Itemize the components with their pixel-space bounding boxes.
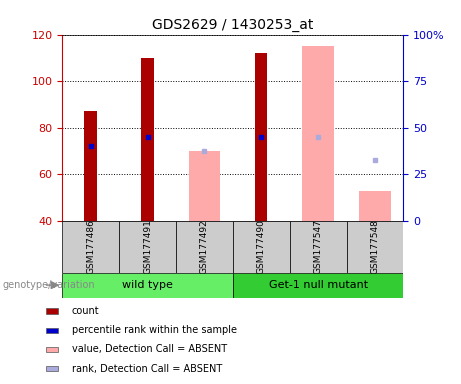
Bar [141, 58, 154, 221]
Bar [119, 221, 176, 273]
Bar [233, 221, 290, 273]
Text: Get-1 null mutant: Get-1 null mutant [268, 280, 368, 290]
Text: wild type: wild type [122, 280, 173, 290]
Text: GSM177490: GSM177490 [257, 219, 266, 274]
Bar [233, 273, 403, 298]
Text: GSM177492: GSM177492 [200, 219, 209, 274]
Bar [47, 347, 58, 352]
Bar [255, 53, 267, 221]
Bar [290, 221, 347, 273]
Text: GSM177486: GSM177486 [86, 219, 95, 274]
Text: percentile rank within the sample: percentile rank within the sample [72, 325, 237, 335]
Text: count: count [72, 306, 100, 316]
Bar [302, 46, 334, 221]
Bar [47, 308, 58, 314]
Text: value, Detection Call = ABSENT: value, Detection Call = ABSENT [72, 344, 227, 354]
Bar [47, 366, 58, 371]
Bar [84, 111, 97, 221]
Bar [176, 221, 233, 273]
Text: GSM177548: GSM177548 [371, 219, 379, 274]
Bar [359, 190, 390, 221]
Bar [62, 221, 119, 273]
Bar [189, 151, 220, 221]
Text: GSM177491: GSM177491 [143, 219, 152, 274]
Title: GDS2629 / 1430253_at: GDS2629 / 1430253_at [152, 18, 313, 32]
Bar [347, 221, 403, 273]
Text: genotype/variation: genotype/variation [2, 280, 95, 290]
Text: GSM177547: GSM177547 [313, 219, 323, 274]
Bar [62, 273, 233, 298]
Bar [47, 328, 58, 333]
Text: rank, Detection Call = ABSENT: rank, Detection Call = ABSENT [72, 364, 222, 374]
